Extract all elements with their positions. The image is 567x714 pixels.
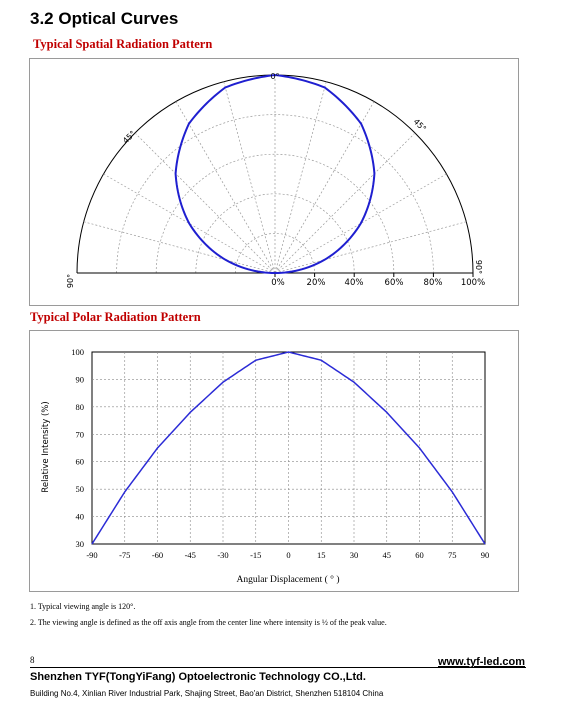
spatial-curve-group [174, 73, 376, 274]
radial-ring-40 [195, 193, 355, 274]
x-tick-label: 75 [448, 550, 457, 560]
spatial-radiation-chart: 0° 45° 45° 90° 90° 0% 20% 40% 60% 80% 10… [66, 72, 485, 288]
polar-chart-title: Typical Polar Radiation Pattern [30, 310, 201, 324]
spatial-chart-title: Typical Spatial Radiation Pattern [33, 37, 213, 51]
x-tick-label: 15 [317, 550, 326, 560]
spoke-75 [274, 221, 467, 274]
y-tick-label: 100 [71, 347, 84, 357]
company-name: Shenzhen TYF(TongYiFang) Optoelectronic … [30, 671, 366, 683]
y-tick-label: 60 [76, 457, 85, 467]
angle-label-neg90: 90° [66, 274, 75, 288]
polar-x-axis-label: Angular Displacement ( ° ) [237, 574, 340, 585]
note-viewing-angle: 1. Typical viewing angle is 120°. [30, 602, 136, 611]
polar-chart-frame: 100 90 80 70 60 50 40 30 -90 -75 -60 -45 -30 -15 0 15 3… [29, 330, 519, 592]
x-tick-label: -15 [250, 550, 261, 560]
spoke-30 [274, 101, 375, 274]
radial-label-40: 40% [345, 278, 364, 288]
polar-curve-group [91, 351, 486, 545]
x-tick-label: -30 [217, 550, 228, 560]
radial-label-100: 100% [461, 278, 485, 288]
radial-label-0: 0% [271, 278, 285, 288]
spatial-grid [76, 74, 474, 277]
section-title: 3.2 Optical Curves [30, 9, 179, 28]
x-tick-label: 45 [383, 550, 392, 560]
x-tick-label: -90 [86, 550, 97, 560]
x-tick-label: -45 [185, 550, 196, 560]
radial-label-60: 60% [385, 278, 404, 288]
polar-y-tick-labels: 100 90 80 70 60 50 40 30 [71, 347, 84, 549]
x-tick-label: -75 [119, 550, 130, 560]
y-tick-label: 70 [76, 429, 85, 439]
y-tick-label: 40 [76, 512, 85, 522]
y-tick-label: 30 [76, 539, 85, 549]
radial-ring-80 [116, 114, 434, 274]
spoke-15 [274, 81, 327, 274]
footer-url-link[interactable]: www.tyf-led.com [438, 656, 525, 668]
footer-divider [30, 667, 526, 668]
spatial-chart-frame: 0° 45° 45° 90° 90° 0% 20% 40% 60% 80% 10… [29, 58, 519, 306]
spoke-45 [274, 132, 416, 274]
radial-label-80: 80% [424, 278, 443, 288]
x-tick-label: 30 [350, 550, 359, 560]
radial-ring-20 [235, 233, 315, 274]
page-number: 8 [30, 655, 35, 665]
polar-intensity-curve [91, 351, 486, 545]
angle-label-pos45: 45° [412, 117, 428, 133]
spoke--15 [223, 81, 276, 274]
angle-label-0: 0° [270, 72, 279, 81]
note-viewing-angle-definition: 2. The viewing angle is defined as the o… [30, 618, 387, 627]
radial-ring-60 [155, 153, 395, 274]
spoke--45 [134, 132, 276, 274]
x-tick-label: 90 [481, 550, 490, 560]
spatial-intensity-curve [174, 73, 376, 274]
y-tick-label: 80 [76, 402, 85, 412]
polar-grid [92, 352, 485, 544]
y-tick-label: 50 [76, 484, 85, 494]
polar-radiation-chart: 100 90 80 70 60 50 40 30 -90 -75 -60 -45 -30 -15 0 15 3… [41, 347, 489, 585]
spoke-60 [274, 173, 447, 274]
x-tick-label: -60 [152, 550, 163, 560]
angle-label-neg45: 45° [121, 129, 137, 145]
spoke--60 [103, 173, 276, 274]
x-tick-label: 60 [415, 550, 424, 560]
x-tick-label: 0 [286, 550, 290, 560]
radial-label-20: 20% [307, 278, 326, 288]
polar-y-axis-label: Relative Intensity (%) [41, 401, 51, 492]
angle-label-pos90: 90° [474, 260, 483, 274]
polar-x-tick-labels: -90 -75 -60 -45 -30 -15 0 15 30 45 60 75 90 [86, 550, 489, 560]
y-tick-label: 90 [76, 374, 85, 384]
spoke--30 [175, 101, 276, 274]
company-address: Building No.4, Xinlian River Industrial … [30, 689, 384, 698]
spoke--75 [83, 221, 276, 274]
